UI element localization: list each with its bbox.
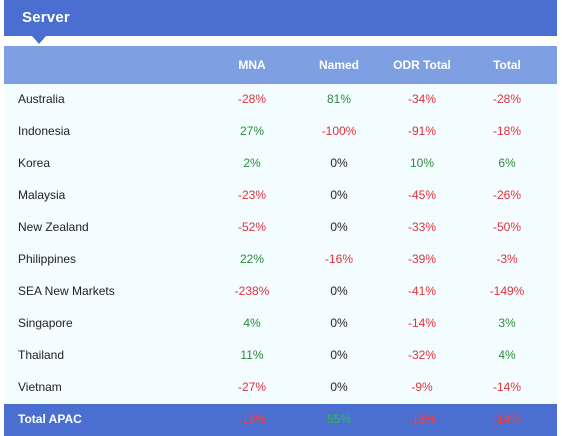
odr-total-cell: 10% <box>409 156 435 170</box>
header-pointer <box>32 36 46 44</box>
column-header-mna: MNA <box>238 58 266 72</box>
total-total-cell: -14% <box>492 412 521 426</box>
page-title: Server <box>22 9 70 26</box>
country-cell: Indonesia <box>18 124 71 138</box>
named-cell: -100% <box>321 124 357 138</box>
mna-cell: 27% <box>239 124 265 138</box>
header-bar: Server <box>4 0 557 36</box>
table-row: Vietnam -27% 0% -9% -14% <box>4 372 557 404</box>
table-row: Korea 2% 0% 10% 6% <box>4 148 557 180</box>
table-row: Philippines 22% -16% -39% -3% <box>4 244 557 276</box>
total-mna-cell: -19% <box>237 412 266 426</box>
mna-cell: 11% <box>240 348 264 362</box>
total-odr-total-cell: -18% <box>407 412 436 426</box>
table-row: Thailand 11% 0% -32% 4% <box>4 340 557 372</box>
country-cell: Korea <box>18 156 51 170</box>
country-cell: Australia <box>18 92 65 106</box>
mna-cell: -23% <box>237 188 266 202</box>
column-header-named: Named <box>318 58 359 72</box>
total-cell: -28% <box>492 92 521 106</box>
total-cell: -26% <box>492 188 521 202</box>
total-cell: -50% <box>492 220 521 234</box>
named-cell: 0% <box>330 284 348 298</box>
mna-cell: -238% <box>234 284 270 298</box>
column-header-total: Total <box>493 58 521 72</box>
total-cell: -3% <box>496 252 518 266</box>
country-cell: Vietnam <box>18 380 62 394</box>
server-table: MNA Named ODR Total Total Australia -28%… <box>4 46 557 436</box>
total-cell: -18% <box>492 124 521 138</box>
mna-cell: 4% <box>243 316 261 330</box>
odr-total-cell: -45% <box>407 188 436 202</box>
column-header-odr-total: ODR Total <box>393 58 451 72</box>
total-cell: -14% <box>492 380 521 394</box>
named-cell: -16% <box>324 252 353 266</box>
odr-total-cell: -33% <box>407 220 436 234</box>
named-cell: 0% <box>330 156 348 170</box>
odr-total-cell: -14% <box>407 316 436 330</box>
country-cell: Thailand <box>18 348 65 362</box>
country-cell: Philippines <box>18 252 77 266</box>
odr-total-cell: -41% <box>407 284 436 298</box>
total-cell: -149% <box>489 284 525 298</box>
odr-total-cell: -32% <box>407 348 436 362</box>
named-cell: 0% <box>330 220 348 234</box>
table-row: Singapore 4% 0% -14% 3% <box>4 308 557 340</box>
table-row: New Zealand -52% 0% -33% -50% <box>4 212 557 244</box>
mna-cell: -27% <box>237 380 266 394</box>
table-row: Indonesia 27% -100% -91% -18% <box>4 116 557 148</box>
total-apac-label: Total APAC <box>18 412 82 426</box>
named-cell: 0% <box>330 188 348 202</box>
table-row: Malaysia -23% 0% -45% -26% <box>4 180 557 212</box>
mna-cell: -28% <box>237 92 266 106</box>
odr-total-cell: -39% <box>407 252 436 266</box>
table-header-row: MNA Named ODR Total Total <box>4 46 557 84</box>
mna-cell: 2% <box>243 156 261 170</box>
table-row: SEA New Markets -238% 0% -41% -149% <box>4 276 557 308</box>
named-cell: 81% <box>326 92 352 106</box>
country-cell: Malaysia <box>18 188 66 202</box>
mna-cell: -52% <box>237 220 266 234</box>
table-row: Australia -28% 81% -34% -28% <box>4 84 557 116</box>
country-cell: Singapore <box>18 316 73 330</box>
odr-total-cell: -9% <box>411 380 433 394</box>
named-cell: 0% <box>330 348 348 362</box>
named-cell: 0% <box>330 380 348 394</box>
total-named-cell: 55% <box>326 412 352 426</box>
mna-cell: 22% <box>239 252 265 266</box>
total-cell: 4% <box>498 348 516 362</box>
country-cell: SEA New Markets <box>18 284 115 298</box>
country-cell: New Zealand <box>18 220 89 234</box>
odr-total-cell: -34% <box>407 92 436 106</box>
total-cell: 3% <box>498 316 516 330</box>
named-cell: 0% <box>330 316 348 330</box>
total-apac-row: Total APAC -19% 55% -18% -14% <box>4 404 557 436</box>
odr-total-cell: -91% <box>407 124 436 138</box>
total-cell: 6% <box>498 156 516 170</box>
